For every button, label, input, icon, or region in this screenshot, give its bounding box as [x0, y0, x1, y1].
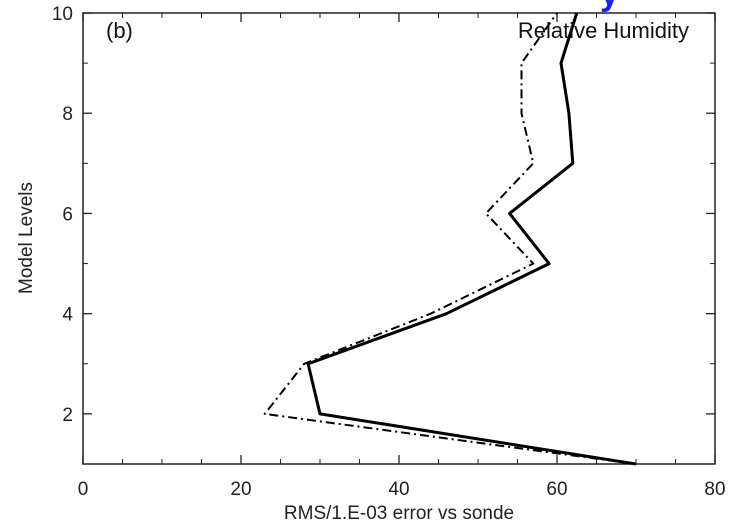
y-tick-label: 10	[52, 4, 73, 25]
x-tick-label: 80	[704, 479, 725, 500]
x-tick-label: 40	[388, 479, 409, 500]
y-tick-label: 8	[62, 104, 73, 125]
series-solid-line	[306, 12, 637, 466]
plot-frame	[82, 12, 716, 465]
y-axis-label: Model Levels	[16, 182, 37, 294]
x-tick-label: 20	[230, 479, 251, 500]
x-tick-label: 0	[78, 479, 89, 500]
axis-ticks: 0 20 40 60 80 2 4 6 8 10	[52, 4, 726, 500]
annotation-relative-humidity: Relative Humidity	[518, 18, 689, 43]
y-tick-label: 6	[62, 204, 73, 225]
clipped-title-fragment: y	[600, 0, 619, 13]
y-tick-label: 2	[62, 405, 73, 426]
series-dash-dot-line	[263, 12, 637, 465]
series-lines	[263, 12, 637, 466]
x-tick-label: 60	[546, 479, 567, 500]
panel-label: (b)	[106, 18, 133, 43]
x-axis-label: RMS/1.E-03 error vs sonde	[284, 503, 514, 524]
y-tick-label: 4	[62, 305, 73, 326]
